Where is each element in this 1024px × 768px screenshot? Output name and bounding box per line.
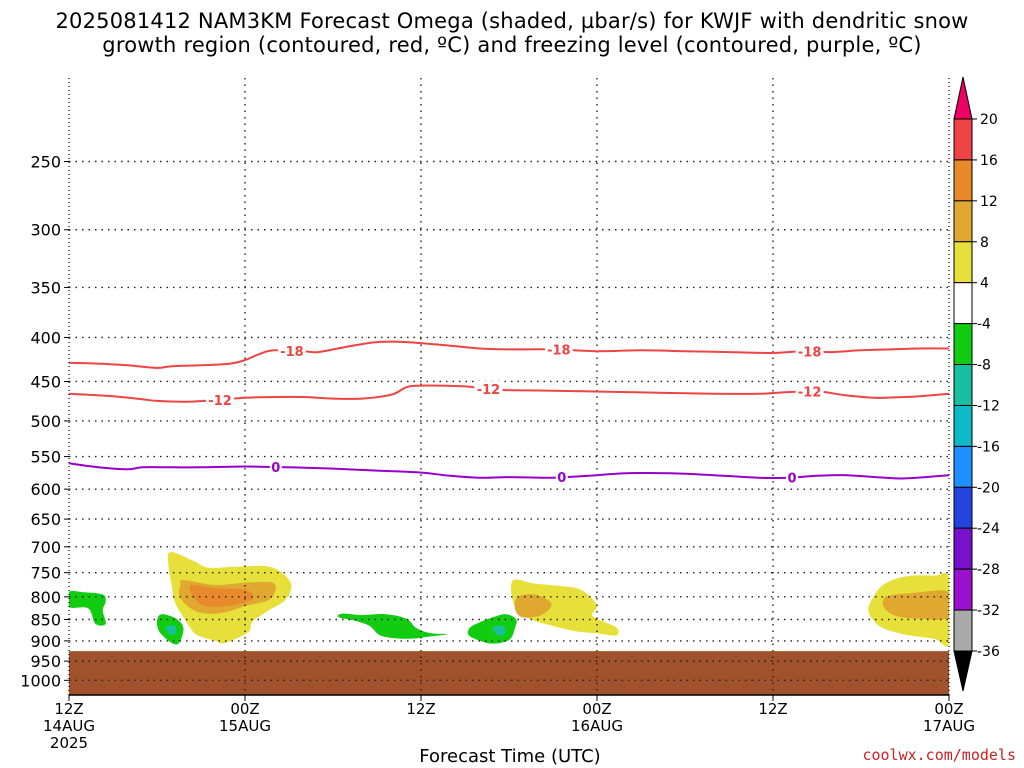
grid-layer <box>69 78 949 695</box>
omega-region-neg4-11 <box>467 614 517 644</box>
colorbar-label-13: -36 <box>977 644 1000 660</box>
y-tick-label-650: 650 <box>30 510 61 529</box>
y-tick-label-250: 250 <box>30 153 61 172</box>
colorbar-box-12 <box>953 609 973 652</box>
y-tick-label-450: 450 <box>30 372 61 391</box>
colorbar-label-2: 12 <box>980 194 998 210</box>
contour-label-1-1: -12 <box>477 383 501 398</box>
omega-shading-layer <box>69 551 949 647</box>
colorbar-label-8: -16 <box>977 439 1000 455</box>
omega-region-neg8-12 <box>492 625 506 636</box>
y-tick-label-500: 500 <box>30 412 61 431</box>
chart-title-line2: growth region (contoured, red, ºC) and f… <box>102 33 922 57</box>
contour-label-2-1: 0 <box>557 471 566 486</box>
colorbar-label-9: -20 <box>977 480 1000 496</box>
y-tick-label-800: 800 <box>30 588 61 607</box>
x-tick-label-5-line2: 17AUG <box>923 717 975 735</box>
x-tick-label-0-line2: 14AUG <box>43 717 95 735</box>
contour-label-1-2: -12 <box>798 386 822 401</box>
colorbar-box-7 <box>953 404 973 447</box>
y-tick-label-400: 400 <box>30 328 61 347</box>
contour-label-0-0: -18 <box>280 345 304 360</box>
colorbar-box-3 <box>953 241 973 284</box>
colorbar-label-11: -28 <box>977 562 1000 578</box>
contour-label-bg-2-1 <box>555 469 568 485</box>
contour-label-bg-2-0 <box>269 459 282 475</box>
contour-line-0 <box>69 462 949 480</box>
terrain-ground <box>69 651 949 695</box>
terrain-layer <box>69 651 949 695</box>
x-tick-label-0-line1: 12Z <box>54 700 83 718</box>
contour-label-bg-1-1 <box>474 381 503 397</box>
y-tick-label-850: 850 <box>30 611 61 630</box>
colorbar-label-3: 8 <box>980 235 989 251</box>
y-tick-label-600: 600 <box>30 480 61 499</box>
x-tick-label-1-line2: 15AUG <box>219 717 271 735</box>
omega-region-neg4-10 <box>337 613 448 639</box>
colorbar-box-11 <box>953 568 973 611</box>
axes-layer: 250 300 350 400 450 500 550 600 650 700 750 800 850 9… <box>20 78 975 752</box>
x-tick-label-4-line1: 12Z <box>758 700 787 718</box>
contour-label-1-0: -12 <box>208 394 232 409</box>
colorbar-box-5 <box>953 323 973 366</box>
omega-region-neg4-7 <box>69 590 106 626</box>
contour-label-2-0: 0 <box>271 461 280 476</box>
contours-layer: -18 -18 -18 -12 -12 -12 0 0 0 <box>69 340 949 486</box>
omega-region-8-6 <box>882 590 949 620</box>
contour-label-bg-1-2 <box>795 383 824 399</box>
colorbar-box-1 <box>953 159 973 202</box>
colorbar-label-1: 16 <box>980 153 998 169</box>
colorbar-box-6 <box>953 364 973 406</box>
x-tick-label-1-line1: 00Z <box>230 700 259 718</box>
contour-label-bg-0-1 <box>544 341 573 357</box>
colorbar-box-9 <box>953 486 973 529</box>
colorbar-box-10 <box>953 527 973 570</box>
colorbar-bottom-arrow <box>953 650 973 692</box>
y-tick-label-950: 950 <box>30 652 61 671</box>
omega-region-neg8-9 <box>165 625 177 635</box>
contour-label-0-1: -18 <box>547 344 571 359</box>
y-tick-label-1000: 1000 <box>20 671 61 690</box>
y-tick-label-750: 750 <box>30 564 61 583</box>
omega-region-4-3 <box>511 579 619 636</box>
x-tick-label-3-line1: 00Z <box>582 700 611 718</box>
chart-title-line1: 2025081412 NAM3KM Forecast Omega (shaded… <box>55 9 969 33</box>
colorbar-box-4 <box>953 282 973 325</box>
colorbar-label-10: -24 <box>977 521 1000 537</box>
omega-region-8-4 <box>514 594 552 618</box>
colorbar-label-0: 20 <box>980 112 998 128</box>
colorbar-box-0 <box>953 118 973 161</box>
colorbar-label-12: -32 <box>977 603 1000 619</box>
colorbar-box-8 <box>953 445 973 488</box>
colorbar-label-7: -12 <box>977 398 1000 414</box>
y-tick-label-350: 350 <box>30 278 61 297</box>
x-tick-label-0-line3: 2025 <box>50 734 88 752</box>
y-tick-label-300: 300 <box>30 221 61 240</box>
y-tick-label-900: 900 <box>30 632 61 651</box>
x-tick-label-5-line1: 00Z <box>934 700 963 718</box>
site-credit[interactable]: coolwx.com/models <box>862 746 1016 764</box>
x-tick-label-2-line1: 12Z <box>406 700 435 718</box>
contour-label-bg-2-2 <box>786 469 799 485</box>
colorbar-label-5: -4 <box>977 317 991 333</box>
x-axis-label: Forecast Time (UTC) <box>419 746 601 767</box>
y-tick-label-700: 700 <box>30 538 61 557</box>
y-tick-label-550: 550 <box>30 448 61 467</box>
contour-label-0-2: -18 <box>798 345 822 360</box>
contour-label-2-2: 0 <box>788 471 797 486</box>
colorbar: 20 16 12 8 4 -4 -8 -12 -16 -20 -24 -28 -32 -36 <box>953 76 1000 692</box>
omega-region-12-2 <box>189 584 254 608</box>
colorbar-box-2 <box>953 200 973 243</box>
contour-label-bg-0-2 <box>795 343 824 359</box>
contour-label-bg-0-0 <box>277 342 306 358</box>
colorbar-label-6: -8 <box>977 358 991 374</box>
contour-label-bg-1-0 <box>206 391 235 407</box>
x-tick-label-3-line2: 16AUG <box>571 717 623 735</box>
colorbar-top-arrow <box>953 76 973 120</box>
colorbar-label-4: 4 <box>980 276 989 292</box>
